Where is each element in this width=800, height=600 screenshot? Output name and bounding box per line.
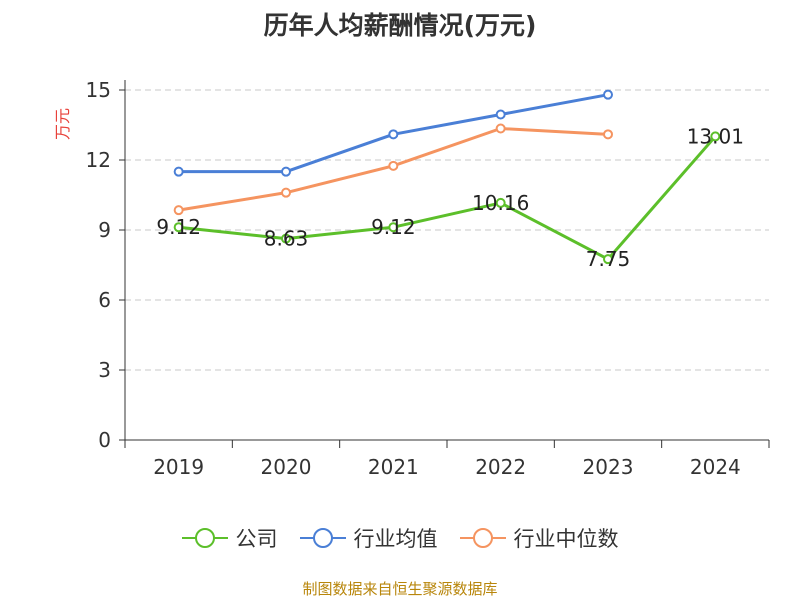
data-labels: 9.12 8.63 9.12 10.16 7.75 13.01 xyxy=(156,124,744,271)
legend-marker-industry-median xyxy=(459,528,506,548)
x-tick-label-2023: 2023 xyxy=(583,455,634,479)
x-tick-label-2020: 2020 xyxy=(261,455,312,479)
series-2-point-2023 xyxy=(603,129,613,140)
data-label-2022: 10.16 xyxy=(472,191,529,215)
legend-item-industry-median[interactable]: 行业中位数 xyxy=(459,523,619,553)
y-tick-label-15: 15 xyxy=(86,78,111,102)
series-1-point-2020 xyxy=(281,166,291,177)
grid-lines xyxy=(125,89,769,371)
y-tick-label-9: 9 xyxy=(98,218,111,242)
legend-label-company: 公司 xyxy=(235,527,278,551)
x-tick-label-2022: 2022 xyxy=(475,455,526,479)
series-2-point-2020 xyxy=(281,187,291,198)
legend: 公司 行业均值 行业中位数 xyxy=(0,518,800,558)
data-label-2019: 9.12 xyxy=(156,215,201,239)
series-1-point-2022 xyxy=(495,109,506,120)
series-0-point-2023 xyxy=(603,254,613,265)
data-label-2021: 9.12 xyxy=(371,215,416,239)
series-0-point-2024 xyxy=(710,131,721,142)
series-1-point-2023 xyxy=(603,89,613,100)
y-tick-label-12: 12 xyxy=(86,148,111,172)
x-tick-label-2024: 2024 xyxy=(690,455,741,479)
series-1-point-2019 xyxy=(173,166,184,177)
series-0-point-2019 xyxy=(173,222,184,233)
y-tick-label-6: 6 xyxy=(98,288,111,312)
legend-marker-company xyxy=(181,528,228,548)
data-label-2023: 7.75 xyxy=(586,247,631,271)
series-2-point-2022 xyxy=(495,123,506,134)
series-line-0 xyxy=(178,135,717,261)
y-tick-label-3: 3 xyxy=(98,358,111,382)
series-group xyxy=(173,89,721,265)
chart-title: 历年人均薪酬情况(万元) xyxy=(263,11,537,40)
series-0-point-2020 xyxy=(281,233,291,244)
series-1-point-2021 xyxy=(388,129,399,140)
legend-label-industry-median: 行业中位数 xyxy=(513,527,619,551)
y-tick-label-0: 0 xyxy=(98,428,111,452)
series-0-point-2022 xyxy=(495,197,506,208)
y-axis-title: 万元 xyxy=(53,108,72,140)
series-0-point-2021 xyxy=(388,222,399,233)
series-2-point-2021 xyxy=(388,160,399,171)
legend-marker-industry-mean xyxy=(299,528,346,548)
source-note: 制图数据来自恒生聚源数据库 xyxy=(302,580,498,598)
legend-label-industry-mean: 行业均值 xyxy=(353,527,438,551)
legend-item-industry-mean[interactable]: 行业均值 xyxy=(299,523,438,553)
x-tick-label-2021: 2021 xyxy=(368,455,419,479)
data-label-2020: 8.63 xyxy=(264,227,309,251)
series-2-point-2019 xyxy=(173,205,184,216)
data-label-2024: 13.01 xyxy=(687,124,744,148)
axes: 0 3 6 9 12 15 2019 2020 2021 2022 2023 2024 xyxy=(86,78,770,479)
x-tick-label-2019: 2019 xyxy=(153,455,204,479)
legend-item-company[interactable]: 公司 xyxy=(181,523,278,553)
